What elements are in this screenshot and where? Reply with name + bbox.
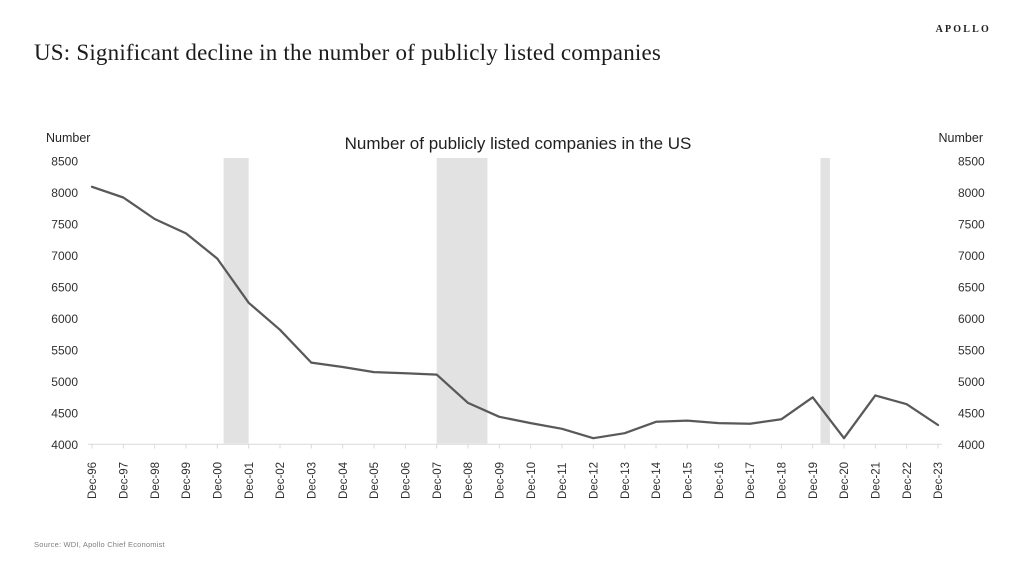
x-tick-label: Dec-06	[401, 462, 413, 499]
y-tick-label-left: 5000	[51, 375, 78, 389]
x-tick-label: Dec-01	[244, 462, 256, 499]
y-tick-label-left: 4000	[51, 438, 78, 452]
y-tick-label-left: 7500	[51, 218, 78, 232]
recession-band	[223, 158, 249, 444]
x-tick-label: Dec-18	[777, 462, 789, 499]
companies-data-line	[90, 185, 940, 440]
y-tick-label-right: 8000	[958, 186, 985, 200]
y-tick-label-left: 6000	[51, 312, 78, 326]
y-tick-label-right: 5500	[958, 344, 985, 358]
x-tick-label: Dec-12	[589, 462, 601, 499]
x-tick-label: Dec-14	[651, 461, 663, 499]
recession-band	[436, 158, 488, 444]
x-tick-label: Dec-21	[871, 462, 883, 499]
y-tick-label-left: 8000	[51, 186, 78, 200]
x-tick-label: Dec-11	[557, 463, 569, 499]
x-tick-label: Dec-07	[432, 462, 444, 499]
x-tick-label: Dec-22	[902, 462, 914, 499]
x-tick-label: Dec-20	[839, 462, 851, 499]
x-tick-label: Dec-96	[87, 462, 99, 499]
right-axis-title: Number	[938, 131, 983, 145]
x-tick-label: Dec-98	[150, 462, 162, 499]
y-tick-label-right: 8500	[958, 155, 985, 169]
x-tick-label: Dec-10	[526, 462, 538, 499]
page-title: US: Significant decline in the number of…	[34, 40, 662, 65]
source-note: Source: WDI, Apollo Chief Economist	[34, 540, 165, 549]
apollo-logo: APOLLO	[935, 24, 991, 35]
y-tick-label-right: 7500	[958, 218, 985, 232]
x-tick-label: Dec-03	[307, 462, 319, 499]
x-tick-label: Dec-04	[338, 461, 350, 499]
y-tick-label-left: 7000	[51, 249, 78, 263]
recession-band	[820, 158, 830, 444]
x-tick-label: Dec-15	[683, 462, 695, 499]
y-tick-label-right: 4000	[958, 438, 985, 452]
x-tick-label: Dec-05	[369, 462, 381, 499]
x-tick-label: Dec-02	[275, 462, 287, 499]
x-tick-label: Dec-13	[620, 462, 632, 499]
chart-title: Number of publicly listed companies in t…	[344, 134, 692, 153]
y-tick-label-left: 4500	[51, 407, 78, 421]
x-tick-label: Dec-16	[714, 462, 726, 499]
y-tick-label-right: 7000	[958, 249, 985, 263]
y-tick-label-left: 5500	[51, 344, 78, 358]
left-axis-title: Number	[46, 131, 91, 145]
y-tick-label-right: 5000	[958, 375, 985, 389]
x-tick-label: Dec-09	[495, 462, 507, 499]
y-tick-label-left: 6500	[51, 281, 78, 295]
x-tick-label: Dec-19	[808, 462, 820, 499]
y-tick-label-right: 6500	[958, 281, 985, 295]
y-tick-label-left: 8500	[51, 155, 78, 169]
x-tick-label: Dec-97	[119, 462, 131, 499]
x-tick-label: Dec-08	[463, 462, 475, 499]
x-tick-label: Dec-17	[745, 462, 757, 499]
x-tick-label: Dec-99	[181, 462, 193, 499]
x-tick-label: Dec-23	[933, 462, 945, 499]
x-tick-label: Dec-00	[213, 462, 225, 499]
y-tick-label-right: 4500	[958, 407, 985, 421]
y-tick-label-right: 6000	[958, 312, 985, 326]
